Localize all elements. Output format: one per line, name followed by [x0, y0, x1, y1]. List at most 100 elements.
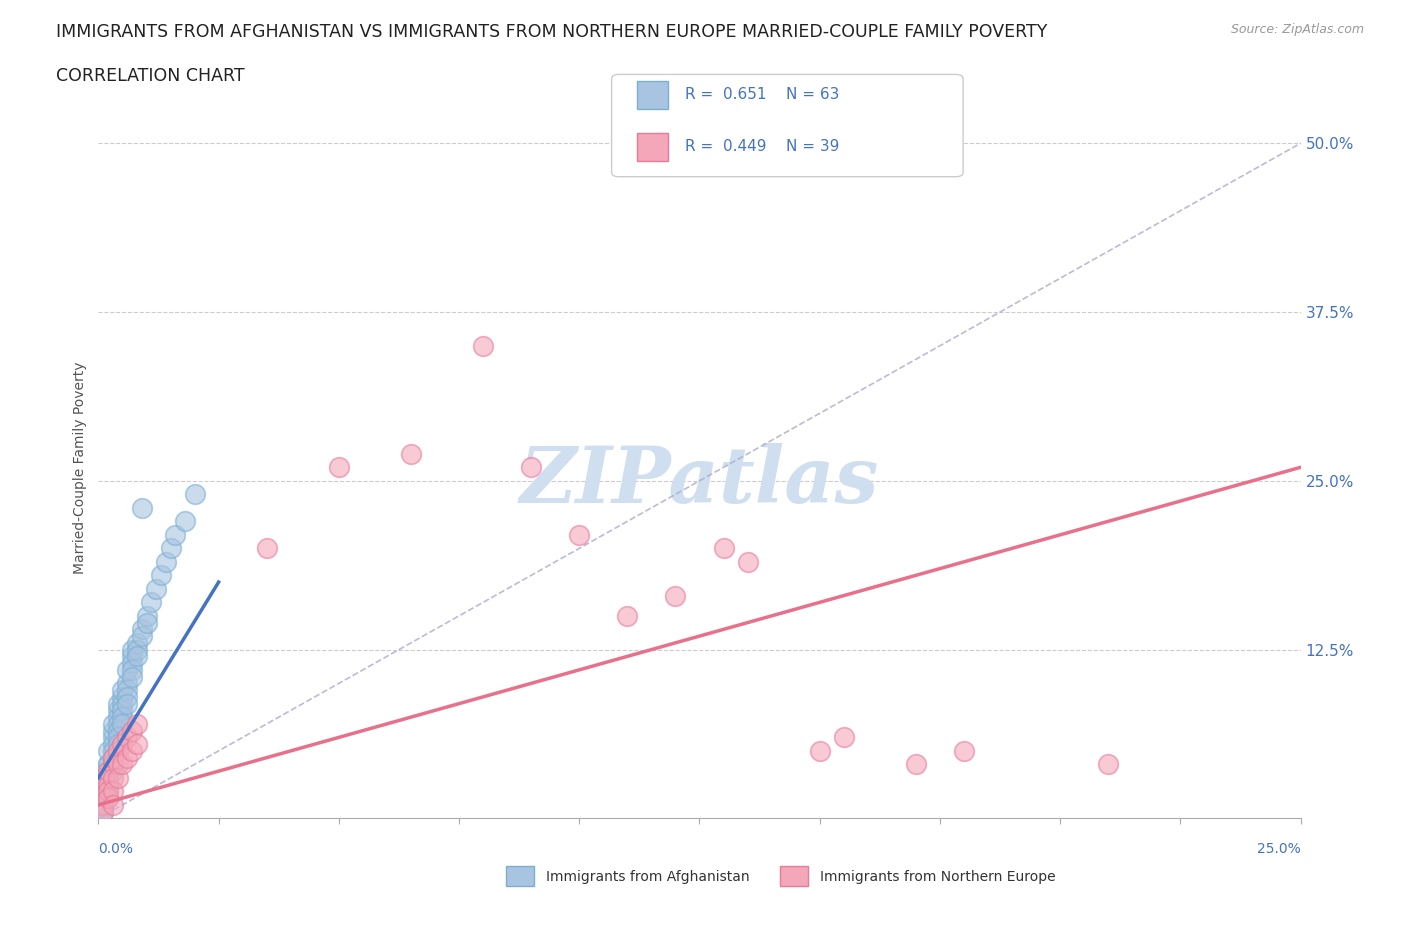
Point — [149, 568, 172, 583]
Point — [117, 676, 139, 691]
Point — [101, 751, 124, 765]
Point — [713, 541, 735, 556]
Point — [97, 790, 120, 805]
Y-axis label: Married-Couple Family Poverty: Married-Couple Family Poverty — [73, 361, 87, 574]
Point — [155, 554, 177, 569]
Point — [832, 730, 855, 745]
Point — [1097, 757, 1119, 772]
Point — [111, 757, 134, 772]
Point — [472, 339, 495, 353]
Point — [97, 784, 120, 799]
Point — [737, 554, 759, 569]
Point — [117, 662, 139, 677]
Point — [111, 683, 134, 698]
Point — [97, 777, 120, 792]
Point — [101, 784, 124, 799]
Point — [328, 460, 350, 475]
Point — [111, 716, 134, 731]
Point — [91, 777, 114, 792]
Text: R =  0.449    N = 39: R = 0.449 N = 39 — [685, 140, 839, 154]
Point — [121, 670, 143, 684]
Point — [97, 757, 120, 772]
Point — [131, 500, 153, 515]
Point — [91, 797, 114, 812]
Point — [91, 797, 114, 812]
Point — [125, 649, 148, 664]
Point — [107, 743, 129, 758]
Point — [101, 764, 124, 778]
Point — [107, 710, 129, 724]
Point — [91, 800, 114, 815]
Text: Immigrants from Northern Europe: Immigrants from Northern Europe — [820, 870, 1056, 884]
Text: Immigrants from Afghanistan: Immigrants from Afghanistan — [546, 870, 749, 884]
Point — [107, 757, 129, 772]
Point — [101, 743, 124, 758]
Point — [131, 622, 153, 637]
Point — [97, 784, 120, 799]
Point — [107, 770, 129, 785]
Point — [97, 764, 120, 778]
Point — [91, 804, 114, 819]
Point — [121, 656, 143, 671]
Point — [101, 724, 124, 738]
Point — [101, 716, 124, 731]
Point — [117, 689, 139, 704]
Point — [125, 716, 148, 731]
Point — [111, 710, 134, 724]
Point — [101, 757, 124, 772]
Point — [101, 770, 124, 785]
Point — [101, 730, 124, 745]
Point — [117, 730, 139, 745]
Point — [125, 737, 148, 751]
Point — [159, 541, 181, 556]
Point — [91, 784, 114, 799]
Point — [953, 743, 976, 758]
Point — [520, 460, 543, 475]
Point — [664, 588, 686, 603]
Point — [97, 777, 120, 792]
Point — [97, 743, 120, 758]
Point — [121, 743, 143, 758]
Point — [117, 751, 139, 765]
Point — [91, 784, 114, 799]
Text: 0.0%: 0.0% — [98, 842, 134, 856]
Point — [121, 649, 143, 664]
Point — [568, 527, 591, 542]
Point — [904, 757, 927, 772]
Text: IMMIGRANTS FROM AFGHANISTAN VS IMMIGRANTS FROM NORTHERN EUROPE MARRIED-COUPLE FA: IMMIGRANTS FROM AFGHANISTAN VS IMMIGRANT… — [56, 23, 1047, 41]
Point — [91, 770, 114, 785]
Point — [111, 689, 134, 704]
Point — [101, 797, 124, 812]
Point — [97, 770, 120, 785]
Point — [117, 697, 139, 711]
Point — [121, 643, 143, 658]
Point — [399, 446, 422, 461]
Point — [131, 629, 153, 644]
Point — [125, 635, 148, 650]
Text: 25.0%: 25.0% — [1257, 842, 1301, 856]
Point — [91, 770, 114, 785]
Point — [174, 514, 197, 529]
Point — [111, 737, 134, 751]
Text: R =  0.651    N = 63: R = 0.651 N = 63 — [685, 87, 839, 102]
Point — [97, 757, 120, 772]
Point — [107, 724, 129, 738]
Point — [91, 770, 114, 785]
Text: Source: ZipAtlas.com: Source: ZipAtlas.com — [1230, 23, 1364, 36]
Point — [135, 608, 157, 623]
Point — [111, 703, 134, 718]
Text: ZIPatlas: ZIPatlas — [520, 443, 879, 520]
Point — [165, 527, 187, 542]
Point — [125, 643, 148, 658]
Point — [616, 608, 638, 623]
Point — [107, 697, 129, 711]
Text: CORRELATION CHART: CORRELATION CHART — [56, 67, 245, 85]
Point — [101, 757, 124, 772]
Point — [117, 683, 139, 698]
Point — [121, 662, 143, 677]
Point — [141, 595, 163, 610]
Point — [121, 724, 143, 738]
Point — [91, 804, 114, 819]
Point — [107, 730, 129, 745]
Point — [808, 743, 831, 758]
